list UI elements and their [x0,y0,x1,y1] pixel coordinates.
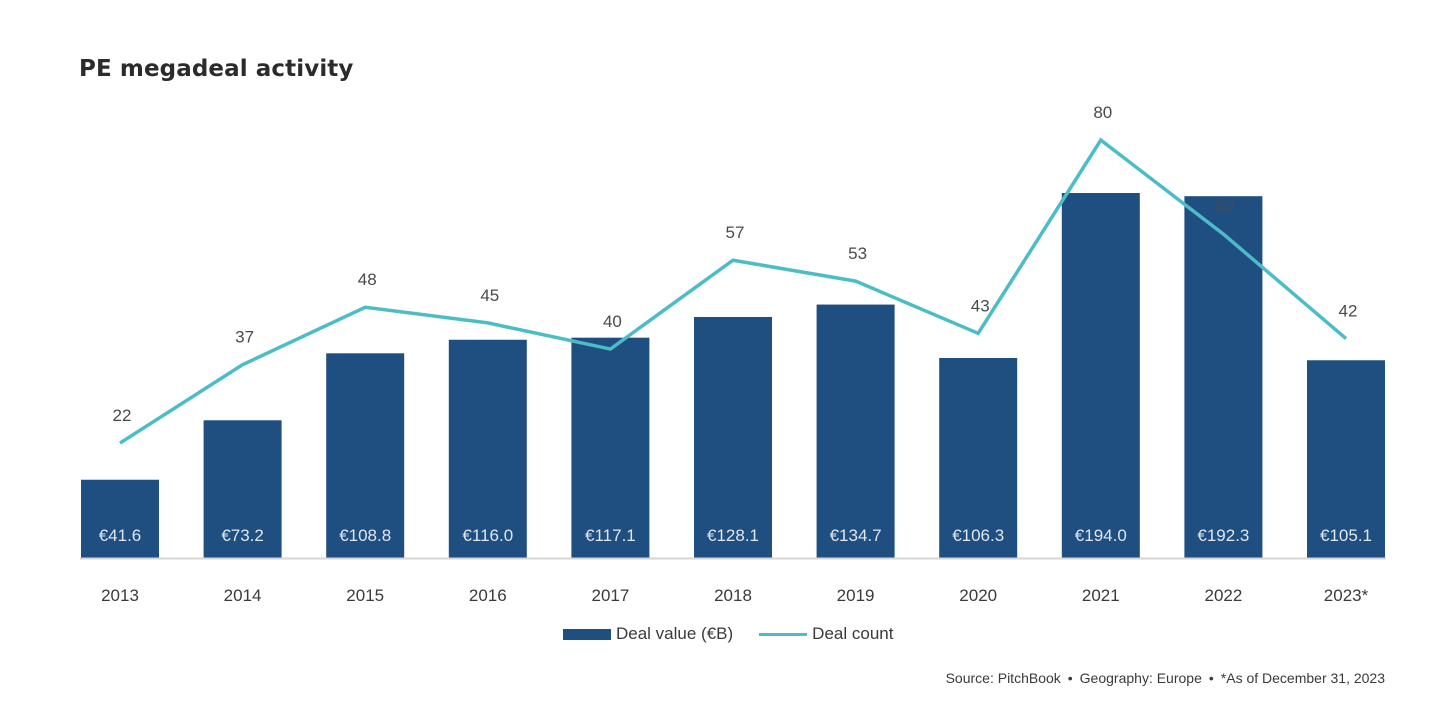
bar-value-labels: €41.6 €73.2 €108.8 €116.0 €117.1 €128.1 €134.7… [99,526,1372,545]
legend-label-deal-value: Deal value (€B) [616,624,734,643]
legend-swatch-deal-count [759,632,808,636]
line-value-label: 37 [235,328,254,347]
legend-label-deal-count: Deal count [812,624,894,643]
bar-value-label: €106.3 [952,526,1004,545]
x-tick-label: 2022 [1204,586,1242,605]
legend-swatch-deal-value [563,628,611,640]
bar-value-label: €194.0 [1075,526,1127,545]
as-of-note: *As of December 31, 2023 [1220,670,1385,686]
source-text: Source: PitchBook [945,670,1061,686]
bar-value-label: €116.0 [462,526,513,545]
x-tick-label: 2016 [469,586,507,605]
x-tick-label: 2017 [591,586,629,605]
bar-value-label: €117.1 [585,526,636,545]
separator-dot: • [1208,670,1214,686]
bar-series-deal-value [81,193,1385,558]
x-tick-label: 2019 [837,586,875,605]
x-tick-label: 2021 [1082,586,1120,605]
bar-2015 [326,353,405,558]
separator-dot: • [1067,670,1073,686]
bar-2019 [816,304,895,558]
bar-2013 [81,479,159,558]
x-tick-label: 2018 [714,586,752,605]
bar-value-label: €73.2 [221,526,264,545]
line-value-label: 40 [603,312,622,331]
x-tick-label: 2013 [101,586,139,605]
bar-2022 [1184,196,1263,558]
x-tick-label: 2020 [959,586,997,605]
x-axis-tick-labels: 2013 2014 2015 2016 2017 2018 2019 2020 2021 2022… [101,586,1369,605]
line-value-label: 42 [1339,302,1358,321]
line-value-labels: 22 37 48 45 40 57 53 43 80 62 42 [113,103,1358,425]
bar-value-label: €108.8 [339,526,391,545]
bar-value-label: €134.7 [830,526,882,545]
bar-2016 [448,339,527,558]
line-value-label: 53 [848,244,867,263]
bar-value-label: €192.3 [1197,526,1249,545]
bar-value-label: €128.1 [707,526,759,545]
chart-title: PE megadeal activity [79,56,354,82]
line-value-label: 62 [1216,197,1235,216]
line-value-label: 45 [480,286,499,305]
bar-2023 [1307,360,1385,558]
bar-2017 [571,337,650,558]
bar-value-label: €105.1 [1320,526,1372,545]
legend: Deal value (€B) Deal count [563,624,893,644]
x-tick-label: 2014 [224,586,262,605]
bar-2020 [939,358,1018,558]
x-tick-label: 2015 [346,586,384,605]
bar-2014 [203,420,282,558]
bar-2021 [1061,193,1140,558]
line-value-label: 43 [971,296,990,315]
line-value-label: 22 [113,406,132,425]
x-tick-label: 2023* [1324,586,1369,605]
line-series-deal-count [119,137,1348,445]
line-value-label: 48 [358,270,377,289]
line-value-label: 80 [1093,103,1112,122]
geography-text: Geography: Europe [1079,670,1202,686]
source-note: Source: PitchBook • Geography: Europe • *As … [946,670,1385,686]
line-value-label: 57 [726,223,745,242]
bar-2018 [694,316,772,558]
bar-value-label: €41.6 [99,526,142,545]
